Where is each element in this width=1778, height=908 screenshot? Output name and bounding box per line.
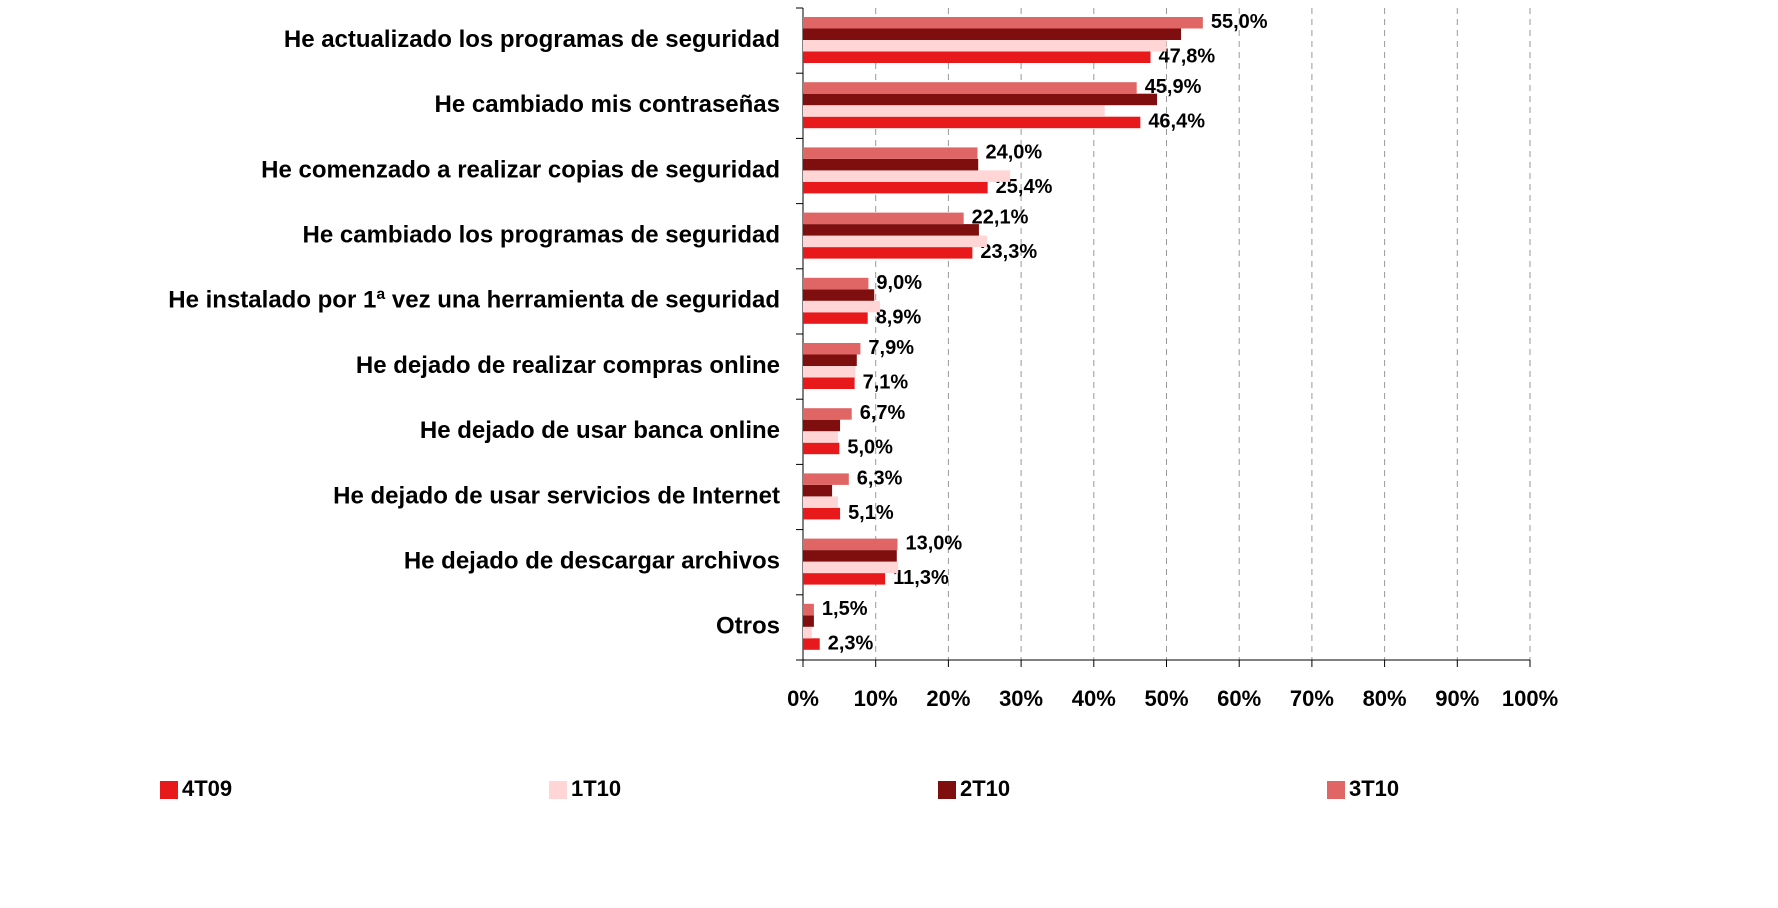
bar bbox=[803, 573, 886, 585]
bar bbox=[803, 312, 868, 324]
category-label: He actualizado los programas de segurida… bbox=[284, 26, 780, 53]
bar bbox=[803, 442, 840, 455]
category-label: Otros bbox=[716, 613, 780, 640]
bar bbox=[803, 235, 987, 248]
x-tick-label: 10% bbox=[854, 686, 898, 711]
value-label: 6,3% bbox=[857, 467, 903, 489]
legend-label: 4T09 bbox=[182, 776, 232, 801]
value-label: 13,0% bbox=[906, 533, 963, 555]
value-label: 22,1% bbox=[972, 207, 1029, 229]
x-tick-label: 70% bbox=[1290, 686, 1334, 711]
bar bbox=[803, 28, 1182, 40]
bar bbox=[803, 431, 838, 443]
value-label: 7,9% bbox=[868, 337, 914, 359]
bar bbox=[803, 507, 841, 520]
bar bbox=[803, 354, 857, 366]
category-label: He cambiado mis contraseñas bbox=[435, 91, 780, 118]
x-tick-label: 90% bbox=[1435, 686, 1479, 711]
category-label: He comenzado a realizar copias de seguri… bbox=[261, 156, 780, 183]
value-label: 45,9% bbox=[1145, 76, 1202, 98]
bar bbox=[803, 366, 856, 378]
value-label: 2,3% bbox=[828, 632, 874, 654]
bar bbox=[803, 638, 820, 650]
bar bbox=[803, 300, 881, 313]
bar bbox=[803, 40, 1167, 52]
legend-swatch bbox=[938, 781, 956, 799]
bar bbox=[803, 212, 964, 225]
bar bbox=[803, 538, 898, 551]
legend-swatch bbox=[160, 781, 178, 799]
value-label: 9,0% bbox=[876, 272, 922, 294]
bar bbox=[803, 247, 973, 259]
legend-label: 3T10 bbox=[1349, 776, 1399, 801]
value-label: 24,0% bbox=[985, 141, 1042, 163]
value-label: 46,4% bbox=[1148, 111, 1205, 133]
bar bbox=[803, 343, 861, 355]
bar bbox=[803, 484, 833, 497]
value-label: 7,1% bbox=[863, 372, 909, 394]
category-label: He dejado de usar banca online bbox=[420, 417, 780, 444]
x-tick-label: 60% bbox=[1217, 686, 1261, 711]
bar bbox=[803, 496, 838, 508]
bar bbox=[803, 277, 869, 290]
value-label: 11,3% bbox=[893, 567, 949, 589]
x-tick-label: 50% bbox=[1144, 686, 1188, 711]
category-label: He instalado por 1ª vez una herramienta … bbox=[168, 287, 780, 314]
bar bbox=[803, 289, 875, 301]
bar bbox=[803, 82, 1137, 94]
category-label: He dejado de descargar archivos bbox=[404, 548, 780, 575]
bar bbox=[803, 419, 841, 432]
legend-swatch bbox=[549, 781, 567, 799]
bar bbox=[803, 473, 849, 485]
value-label: 6,7% bbox=[860, 402, 906, 424]
x-tick-label: 100% bbox=[1502, 686, 1558, 711]
bar bbox=[803, 116, 1141, 129]
bar bbox=[803, 626, 812, 639]
category-label: He dejado de realizar compras online bbox=[356, 352, 780, 379]
value-label: 5,0% bbox=[847, 437, 893, 459]
x-tick-label: 20% bbox=[926, 686, 970, 711]
bar bbox=[803, 615, 814, 627]
bar bbox=[803, 377, 855, 389]
bar bbox=[803, 170, 1011, 182]
legend-label: 2T10 bbox=[960, 776, 1010, 801]
legend-label: 1T10 bbox=[571, 776, 621, 801]
bar bbox=[803, 51, 1151, 63]
bar bbox=[803, 224, 979, 236]
bar bbox=[803, 550, 897, 562]
x-tick-label: 0% bbox=[787, 686, 819, 711]
bar bbox=[803, 17, 1203, 29]
value-label: 5,1% bbox=[848, 502, 894, 524]
bar bbox=[803, 603, 814, 616]
bar bbox=[803, 105, 1105, 117]
value-label: 8,9% bbox=[876, 306, 922, 328]
x-tick-label: 40% bbox=[1072, 686, 1116, 711]
bar bbox=[803, 181, 988, 194]
value-label: 1,5% bbox=[822, 598, 868, 620]
bar bbox=[803, 147, 978, 159]
x-tick-label: 80% bbox=[1363, 686, 1407, 711]
value-label: 47,8% bbox=[1159, 46, 1216, 68]
category-label: He dejado de usar servicios de Internet bbox=[333, 482, 780, 509]
value-label: 23,3% bbox=[980, 241, 1037, 263]
bar bbox=[803, 93, 1158, 106]
category-label: He cambiado los programas de seguridad bbox=[303, 222, 780, 249]
x-tick-label: 30% bbox=[999, 686, 1043, 711]
bar bbox=[803, 561, 899, 574]
bar bbox=[803, 158, 979, 171]
bar bbox=[803, 408, 852, 420]
legend-swatch bbox=[1327, 781, 1345, 799]
value-label: 55,0% bbox=[1211, 11, 1268, 33]
